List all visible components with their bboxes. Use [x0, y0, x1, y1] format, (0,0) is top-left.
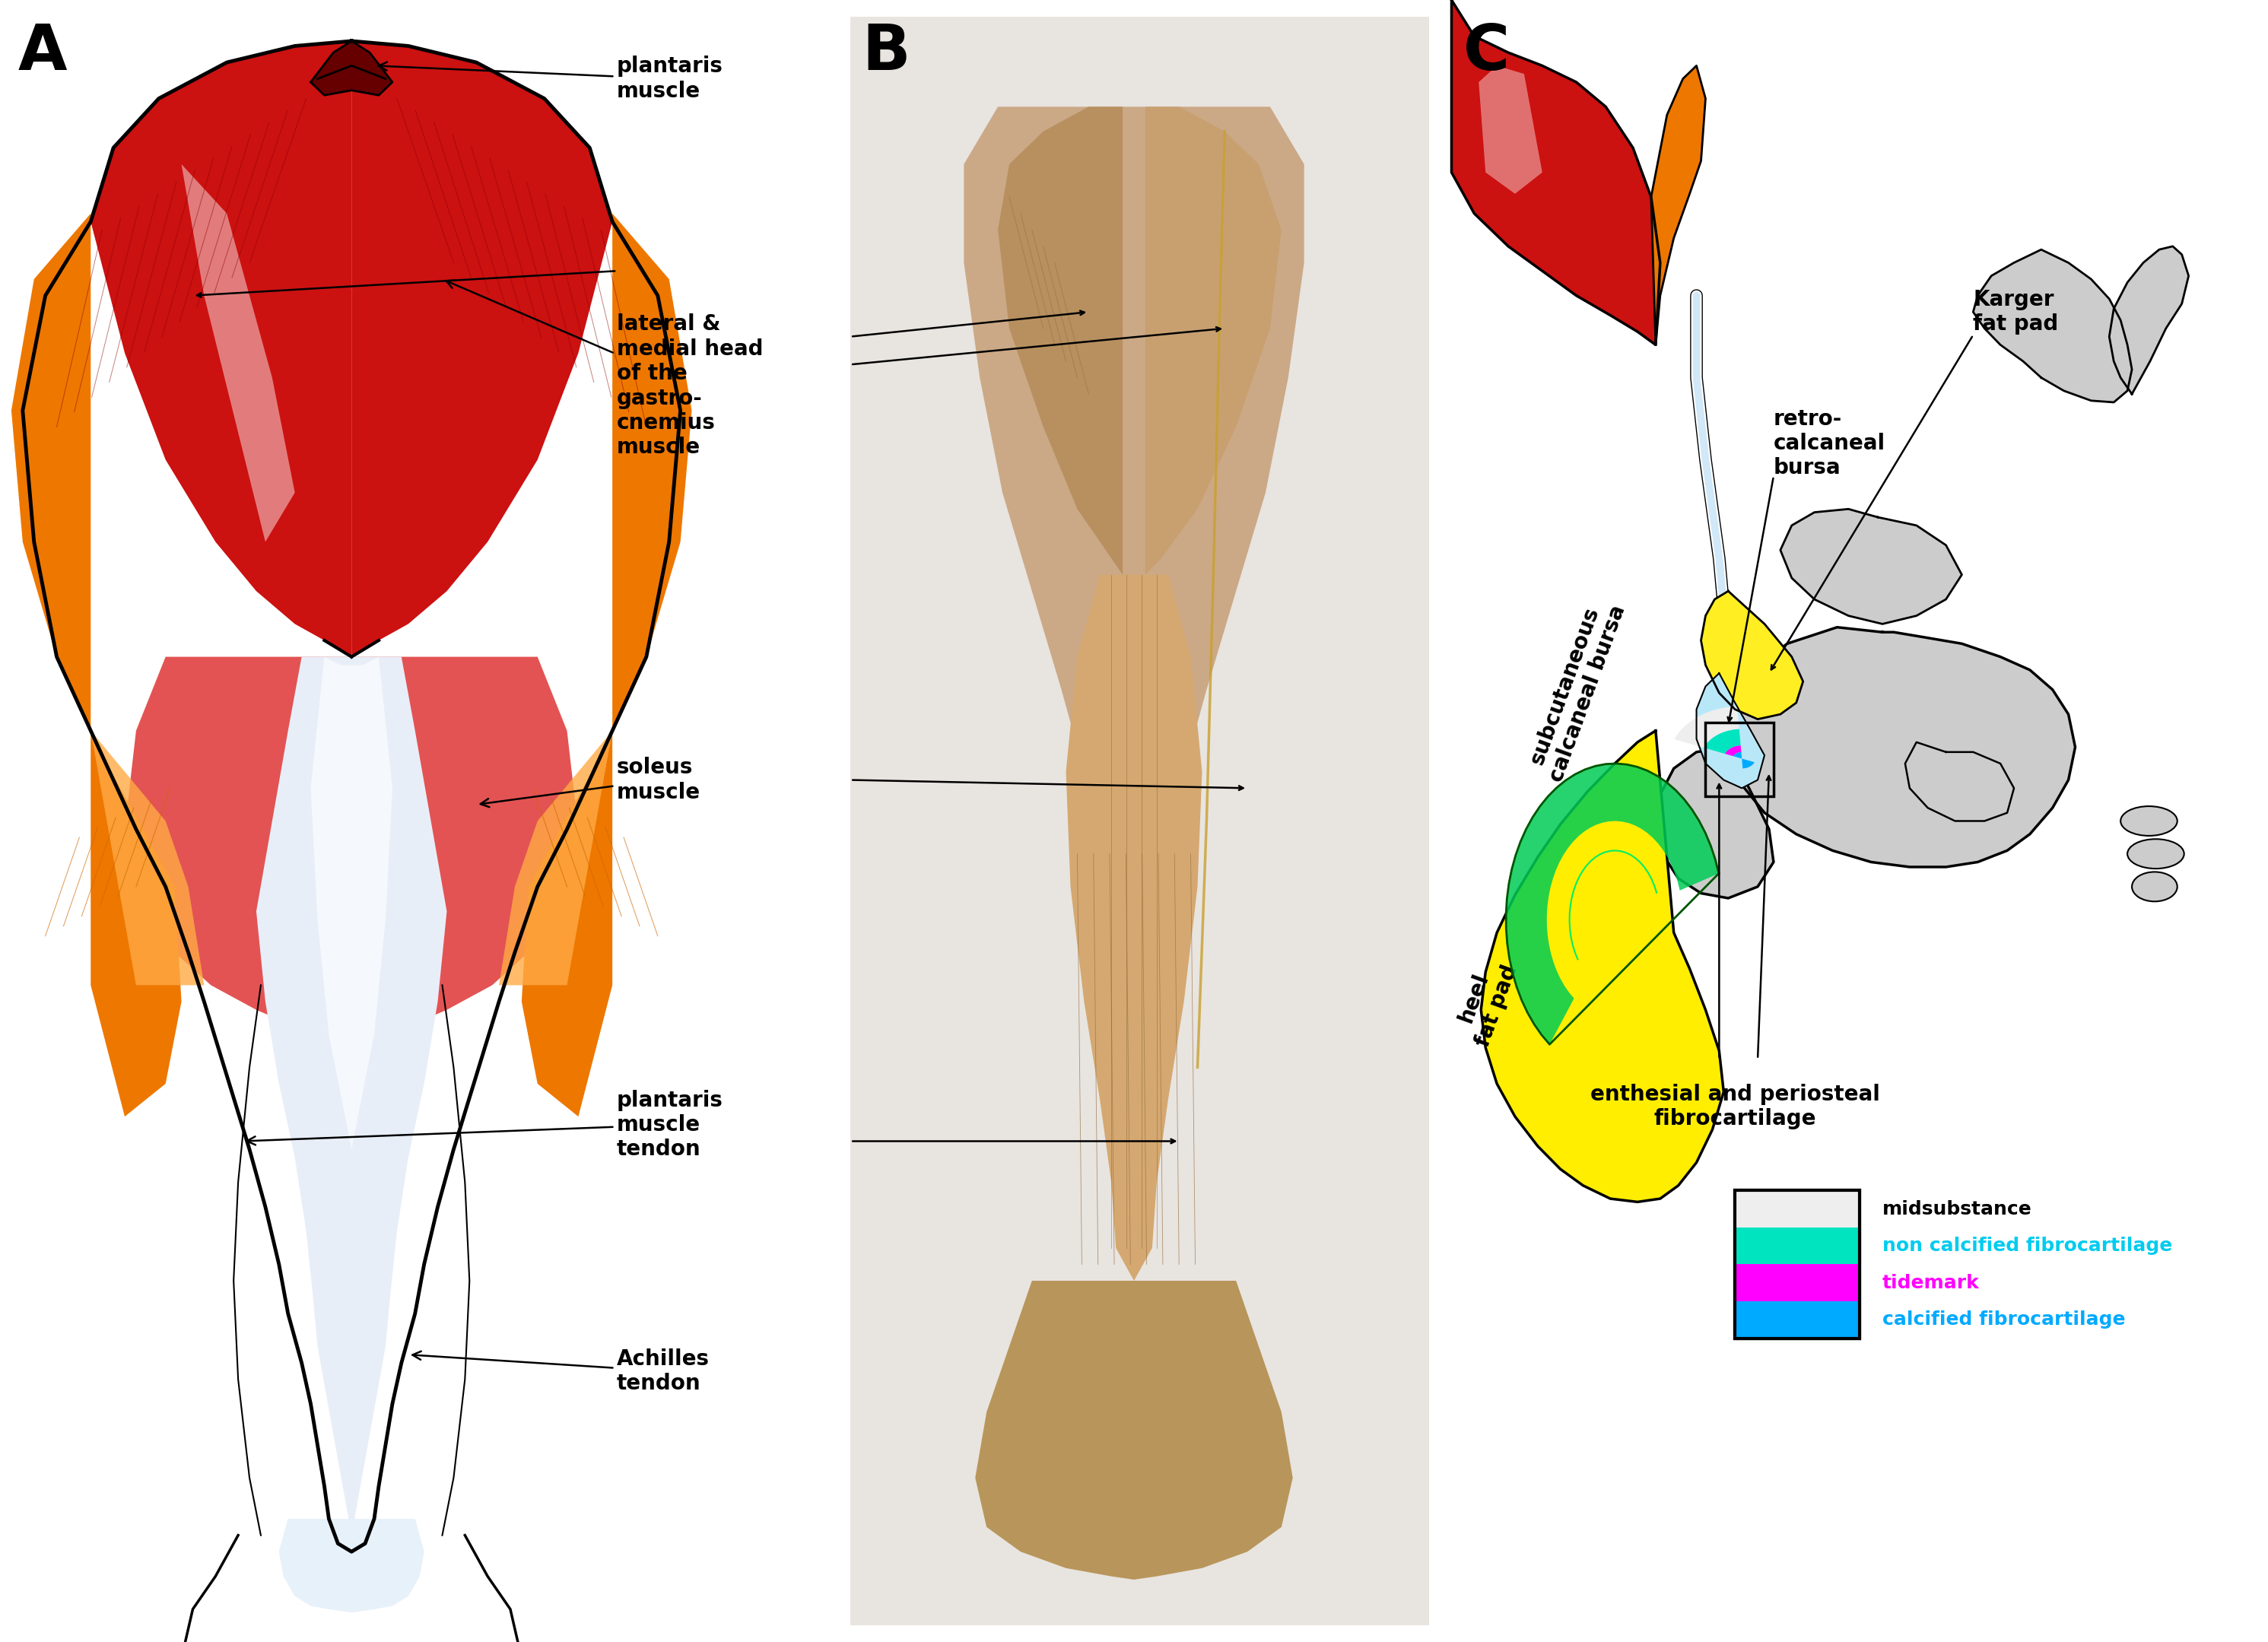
Polygon shape	[352, 41, 612, 657]
Polygon shape	[499, 731, 612, 985]
Polygon shape	[311, 41, 392, 95]
Polygon shape	[975, 1281, 1293, 1580]
Polygon shape	[1479, 66, 1542, 194]
Ellipse shape	[2121, 806, 2177, 836]
Text: plantaris
muscle: plantaris muscle	[379, 56, 723, 102]
Polygon shape	[91, 41, 612, 1543]
Bar	[1706, 722, 1774, 796]
Polygon shape	[1651, 66, 1706, 345]
Polygon shape	[998, 107, 1123, 575]
Text: plantaris
muscle
tendon: plantaris muscle tendon	[247, 1090, 723, 1159]
Bar	[1735, 1190, 1860, 1338]
Bar	[1735, 1227, 1860, 1264]
Text: non calcified fibrocartilage: non calcified fibrocartilage	[1882, 1236, 2173, 1254]
Polygon shape	[256, 657, 447, 1535]
Polygon shape	[964, 107, 1304, 854]
Polygon shape	[91, 731, 204, 985]
Text: B: B	[862, 21, 909, 84]
Polygon shape	[11, 213, 181, 1117]
Polygon shape	[125, 657, 578, 1034]
Ellipse shape	[2132, 872, 2177, 901]
Polygon shape	[279, 1519, 424, 1612]
Bar	[1440, 0, 2268, 1642]
Polygon shape	[1696, 673, 1765, 788]
Polygon shape	[522, 213, 692, 1117]
Text: enthesial and periosteal
fibrocartilage: enthesial and periosteal fibrocartilage	[1590, 1084, 1880, 1130]
Polygon shape	[1726, 745, 1742, 757]
Text: heel
fat pad: heel fat pad	[1449, 954, 1522, 1049]
Ellipse shape	[2127, 839, 2184, 869]
Text: tidemark: tidemark	[1882, 1274, 1980, 1292]
Text: Achilles
tendon: Achilles tendon	[413, 1348, 710, 1394]
Text: calcified fibrocartilage: calcified fibrocartilage	[1882, 1310, 2125, 1328]
Bar	[1735, 1264, 1860, 1300]
Polygon shape	[1728, 627, 2075, 867]
Polygon shape	[1656, 747, 1774, 898]
Polygon shape	[181, 164, 295, 542]
Polygon shape	[1481, 731, 1724, 1202]
Text: retro-
calcaneal
bursa: retro- calcaneal bursa	[1774, 409, 1885, 478]
Polygon shape	[1703, 729, 1740, 754]
Bar	[850, 16, 1429, 1626]
Polygon shape	[2109, 246, 2189, 394]
Polygon shape	[1674, 706, 1740, 747]
Bar	[1735, 1190, 1860, 1228]
Polygon shape	[1066, 575, 1202, 1281]
Text: midsubstance: midsubstance	[1882, 1200, 2032, 1218]
Bar	[1735, 1300, 1860, 1338]
Polygon shape	[1145, 107, 1281, 575]
Text: C: C	[1463, 21, 1508, 84]
Polygon shape	[1506, 764, 1719, 1044]
Polygon shape	[91, 41, 352, 657]
Text: subcutaneous
calcaneal bursa: subcutaneous calcaneal bursa	[1522, 594, 1631, 785]
Polygon shape	[1733, 752, 1755, 768]
Polygon shape	[1701, 591, 1803, 719]
Text: A: A	[18, 21, 68, 84]
Polygon shape	[311, 657, 392, 1149]
Polygon shape	[279, 1519, 424, 1612]
Text: lateral &
medial head
of the
gastro-
cnemius
muscle: lateral & medial head of the gastro- cne…	[447, 281, 764, 458]
Text: soleus
muscle: soleus muscle	[481, 757, 701, 808]
Bar	[1735, 1190, 1860, 1338]
Polygon shape	[1452, 0, 1660, 345]
Text: Karger
fat pad: Karger fat pad	[1973, 289, 2059, 335]
Polygon shape	[1905, 742, 2014, 821]
Polygon shape	[1780, 509, 1962, 624]
Polygon shape	[1973, 250, 2132, 402]
